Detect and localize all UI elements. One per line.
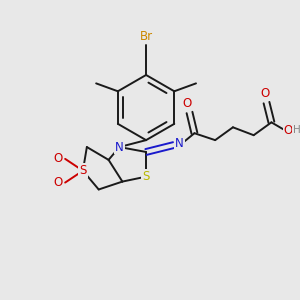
Text: O: O	[182, 97, 191, 110]
Text: N: N	[175, 136, 184, 150]
Text: O: O	[260, 87, 269, 100]
Text: O: O	[284, 124, 293, 137]
Text: N: N	[115, 140, 124, 154]
Text: H: H	[293, 125, 300, 135]
Text: Br: Br	[140, 30, 153, 43]
Text: O: O	[54, 152, 63, 165]
Text: O: O	[54, 176, 63, 189]
Text: S: S	[142, 170, 150, 183]
Text: S: S	[79, 164, 87, 177]
